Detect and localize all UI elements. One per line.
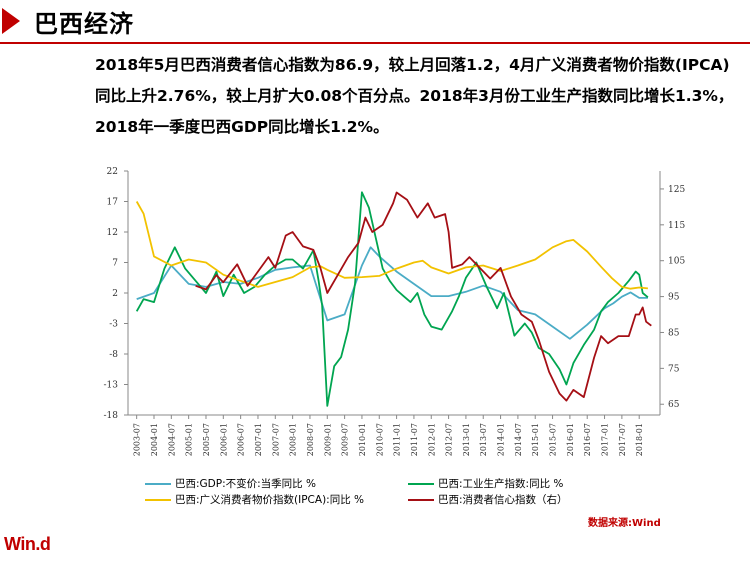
x-tick-label: 2007-01 [254,423,263,456]
y-right-tick-label: 85 [668,328,680,338]
legend-item-ipca: 巴西:广义消费者物价指数(IPCA):同比 % [145,492,364,507]
legend-label-confidence: 巴西:消费者信心指数（右） [438,494,568,506]
x-tick-label: 2008-01 [289,423,298,456]
x-tick-label: 2006-07 [237,423,246,456]
x-tick-label: 2006-01 [219,423,228,456]
wind-logo: Win.d [4,534,51,554]
y-left-tick-label: -3 [109,320,118,330]
x-tick-label: 2014-01 [497,423,506,456]
x-tick-label: 2017-07 [618,423,627,456]
x-tick-label: 2009-07 [341,423,350,456]
x-tick-label: 2013-01 [462,423,471,456]
legend-swatch-industry [408,482,434,485]
series-confidence-line [195,191,652,402]
legend-swatch-ipca [145,498,171,501]
chart-axes: 22 17 12 7 2 -3 -8 -13 -18 125 115 105 95 85 75 65 2003-… [104,167,686,456]
page-title: 巴西经济 [34,10,134,38]
y-right-tick-label: 125 [668,185,685,195]
x-tick-label: 2013-07 [479,423,488,456]
x-tick-label: 2005-01 [185,423,194,456]
x-tick-label: 2016-07 [583,423,592,456]
x-tick-label: 2007-07 [271,423,280,456]
y-right-tick-label: 65 [668,400,680,410]
header-divider [0,42,750,44]
x-tick-label: 2009-01 [323,423,332,456]
y-left-tick-label: 7 [112,259,118,269]
x-tick-label: 2004-07 [167,423,176,456]
y-left-tick-label: -13 [104,381,119,391]
legend-item-confidence: 巴西:消费者信心指数（右） [408,492,568,507]
x-tick-label: 2011-01 [393,423,402,456]
x-tick-label: 2003-07 [133,423,142,456]
x-tick-label: 2012-07 [445,423,454,456]
y-right-tick-label: 115 [668,221,685,231]
x-tick-label: 2011-07 [410,423,419,456]
legend-swatch-gdp [145,482,171,485]
legend-label-gdp: 巴西:GDP:不变价:当季同比 % [175,478,316,490]
chart-series-lines [135,191,652,407]
y-right-tick-label: 95 [668,293,680,303]
x-tick-label: 2016-01 [566,423,575,456]
y-left-tick-label: 22 [107,167,118,177]
legend-item-gdp: 巴西:GDP:不变价:当季同比 % [145,476,316,491]
y-left-tick-label: 12 [107,228,118,238]
legend-label-industry: 巴西:工业生产指数:同比 % [438,478,564,490]
x-tick-label: 2017-01 [601,423,610,456]
x-tick-label: 2015-07 [549,423,558,456]
x-tick-label: 2010-07 [375,423,384,456]
x-tick-label: 2008-07 [306,423,315,456]
legend-label-ipca: 巴西:广义消费者物价指数(IPCA):同比 % [175,494,365,506]
legend-swatch-confidence [408,498,434,501]
x-tick-label: 2012-01 [427,423,436,456]
data-source-note: 数据来源:Wind [588,518,661,529]
x-tick-label: 2004-01 [150,423,159,456]
legend-item-industry: 巴西:工业生产指数:同比 % [408,476,563,491]
y-right-tick-label: 75 [668,364,680,374]
y-left-tick-label: 17 [107,198,119,208]
x-tick-label: 2018-01 [635,423,644,456]
header-arrow-icon [2,8,20,34]
summary-paragraph: 2018年5月巴西消费者信心指数为86.9，较上月回落1.2，4月广义消费者物价… [95,56,734,136]
y-left-tick-label: -18 [104,411,119,421]
series-industry-line [135,191,649,407]
x-tick-label: 2010-01 [358,423,367,456]
x-tick-label: 2014-07 [514,423,523,456]
y-left-tick-label: 2 [112,289,118,299]
y-left-tick-label: -8 [109,350,118,360]
series-gdp-line [136,246,648,340]
y-right-tick-label: 105 [668,257,685,267]
x-tick-label: 2015-01 [531,423,540,456]
series-ipca-line [135,201,648,290]
x-tick-label: 2005-07 [202,423,211,456]
